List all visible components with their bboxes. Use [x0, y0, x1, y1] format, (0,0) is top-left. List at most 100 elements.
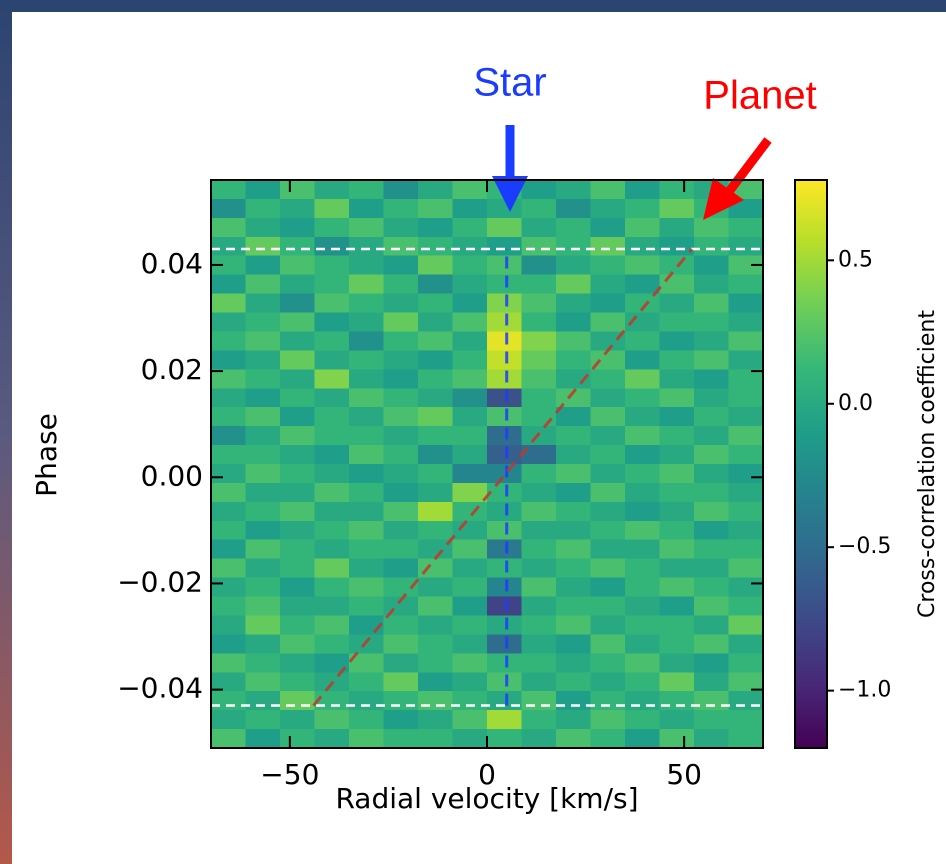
heatmap-cell — [280, 615, 316, 635]
heatmap-cell — [694, 672, 730, 692]
heatmap-cell — [383, 672, 419, 692]
heatmap-cell — [556, 672, 592, 692]
heatmap-cell — [694, 615, 730, 635]
heatmap-cell — [452, 445, 488, 465]
heatmap-cell — [418, 407, 454, 427]
x-axis-label: Radial velocity [km/s] — [335, 782, 638, 815]
heatmap-cell — [418, 198, 454, 219]
heatmap-cell — [590, 426, 626, 446]
slide-left-band — [0, 0, 12, 864]
heatmap-cell — [349, 729, 385, 748]
heatmap-cell — [590, 558, 626, 579]
heatmap-cell — [314, 445, 350, 465]
heatmap-cell — [452, 369, 488, 389]
heatmap-cell — [659, 558, 695, 579]
heatmap-cell — [521, 539, 557, 560]
heatmap-cell — [452, 558, 488, 579]
heatmap-cell — [211, 217, 247, 238]
heatmap-cell — [349, 634, 385, 654]
heatmap-cell — [659, 217, 695, 238]
heatmap-cell — [245, 293, 281, 314]
heatmap-cell — [556, 426, 592, 446]
heatmap-cell — [659, 331, 695, 351]
heatmap-cell — [694, 255, 730, 276]
heatmap-cell — [245, 369, 281, 389]
heatmap-cell — [452, 217, 488, 238]
heatmap-cell — [694, 464, 730, 484]
heatmap-cell — [418, 558, 454, 579]
heatmap-cell — [418, 217, 454, 238]
planet-track — [312, 248, 694, 707]
planet-annotation: Planet — [703, 74, 816, 118]
heatmap-cell — [521, 501, 557, 522]
heatmap-cell — [659, 312, 695, 333]
heatmap-cell — [349, 691, 385, 711]
heatmap-cell — [383, 388, 419, 408]
heatmap-cell — [590, 596, 626, 617]
heatmap-cell — [625, 407, 661, 427]
heatmap-cell — [418, 464, 454, 484]
heatmap-cell — [487, 634, 523, 654]
heatmap-cell — [452, 180, 488, 200]
heatmap-cell — [659, 293, 695, 314]
heatmap-cell — [521, 217, 557, 238]
heatmap-cell — [245, 501, 281, 522]
planet-arrow — [703, 137, 772, 220]
heatmap-cell — [728, 596, 763, 617]
heatmap-cell — [487, 312, 523, 333]
heatmap-cell — [556, 350, 592, 370]
heatmap-cell — [590, 369, 626, 389]
heatmap-cell — [211, 274, 247, 295]
heatmap-cell — [556, 691, 592, 711]
heatmap-cell — [211, 198, 247, 219]
heatmap-cell — [521, 274, 557, 295]
heatmap-cell — [280, 729, 316, 748]
heatmap-cell — [590, 520, 626, 541]
heatmap-cell — [452, 501, 488, 522]
heatmap-cell — [521, 710, 557, 730]
heatmap-cell — [245, 596, 281, 617]
heatmap-cell — [280, 293, 316, 314]
heatmap-cell — [211, 596, 247, 617]
heatmap-cell — [625, 520, 661, 541]
heatmap-cell — [728, 198, 763, 219]
heatmap-cell — [383, 558, 419, 579]
heatmap-cell — [383, 577, 419, 598]
colorbar-tick-label: −0.5 — [838, 534, 891, 559]
heatmap-cell — [590, 274, 626, 295]
heatmap-cell — [280, 331, 316, 351]
heatmap-cell — [556, 217, 592, 238]
heatmap-cell — [349, 520, 385, 541]
heatmap-cell — [314, 217, 350, 238]
heatmap-cell — [728, 615, 763, 635]
heatmap-cell — [349, 482, 385, 503]
heatmap-cell — [245, 464, 281, 484]
heatmap-cell — [452, 710, 488, 730]
heatmap-cell — [590, 236, 626, 257]
heatmap-cell — [728, 672, 763, 692]
heatmap-cell — [280, 312, 316, 333]
heatmap-cell — [383, 274, 419, 295]
heatmap-cell — [694, 634, 730, 654]
heatmap-cell — [452, 331, 488, 351]
heatmap-cell — [418, 180, 454, 200]
heatmap-cell — [728, 520, 763, 541]
heatmap-cell — [625, 236, 661, 257]
heatmap-cell — [487, 236, 523, 257]
heatmap-cell — [418, 274, 454, 295]
heatmap-cell — [556, 653, 592, 673]
heatmap-cell — [521, 577, 557, 598]
heatmap-cell — [314, 331, 350, 351]
heatmap-cell — [521, 482, 557, 503]
heatmap-cell — [245, 445, 281, 465]
heatmap-cell — [625, 691, 661, 711]
heatmap-cell — [487, 445, 523, 465]
heatmap-cell — [314, 653, 350, 673]
heatmap-cell — [521, 729, 557, 748]
heatmap-cell — [452, 577, 488, 598]
heatmap-cell — [245, 691, 281, 711]
heatmap-cell — [556, 729, 592, 748]
heatmap-cell — [314, 312, 350, 333]
heatmap-cell — [590, 464, 626, 484]
